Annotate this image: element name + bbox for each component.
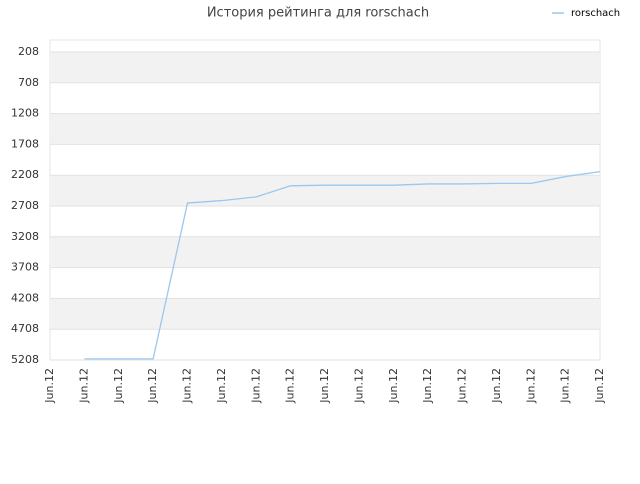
y-tick-label: 5208 <box>11 353 39 366</box>
y-tick-label: 208 <box>18 45 39 58</box>
grid-band <box>50 298 600 330</box>
x-tick-label: Jun.12 <box>43 368 56 404</box>
x-tick-label: Jun.12 <box>421 368 434 404</box>
x-tick-label: Jun.12 <box>352 368 365 404</box>
x-tick-label: Jun.12 <box>559 368 572 404</box>
x-tick-label: Jun.12 <box>77 368 90 404</box>
y-tick-label: 4708 <box>11 322 39 335</box>
y-tick-label: 4208 <box>11 291 39 304</box>
chart-title: История рейтинга для rorschach <box>207 6 429 21</box>
y-tick-label: 708 <box>18 76 39 89</box>
y-tick-label: 2208 <box>11 168 39 181</box>
x-tick-label: Jun.12 <box>284 368 297 404</box>
x-tick-label: Jun.12 <box>593 368 606 404</box>
grid-band <box>50 175 600 207</box>
y-tick-label: 2708 <box>11 199 39 212</box>
legend-label: rorschach <box>571 8 620 19</box>
x-tick-label: Jun.12 <box>387 368 400 404</box>
x-tick-label: Jun.12 <box>456 368 469 404</box>
y-tick-label: 1208 <box>11 107 39 120</box>
x-tick-label: Jun.12 <box>112 368 125 404</box>
y-tick-label: 3708 <box>11 261 39 274</box>
x-tick-label: Jun.12 <box>146 368 159 404</box>
y-tick-label: 3208 <box>11 230 39 243</box>
x-tick-label: Jun.12 <box>524 368 537 404</box>
data-line <box>84 170 601 360</box>
grid-band <box>50 236 600 268</box>
x-tick-label: Jun.12 <box>490 368 503 404</box>
y-tick-label: 1708 <box>11 137 39 150</box>
x-tick-label: Jun.12 <box>181 368 194 404</box>
grid-band <box>50 52 600 83</box>
grid-band <box>50 113 600 145</box>
x-tick-label: Jun.12 <box>318 368 331 404</box>
x-tick-label: Jun.12 <box>215 368 228 404</box>
x-tick-label: Jun.12 <box>249 368 262 404</box>
